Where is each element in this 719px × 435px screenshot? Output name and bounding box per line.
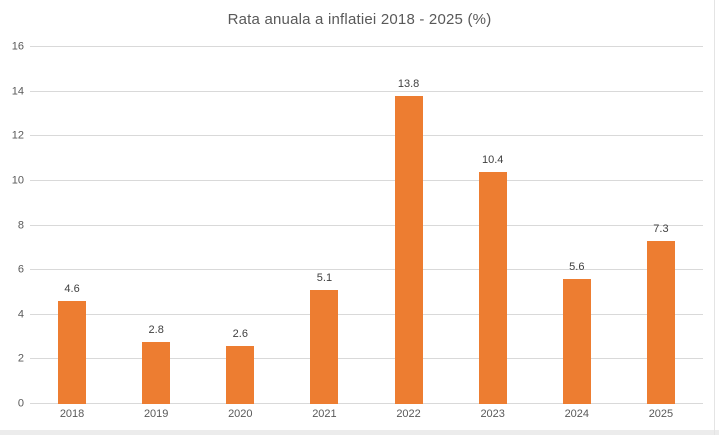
- bar-2024: [562, 279, 591, 404]
- gridline-8: [30, 224, 703, 226]
- bar-2018: [58, 301, 87, 404]
- y-tick-label: 4: [17, 308, 24, 321]
- gridline-6: [30, 269, 703, 271]
- x-axis-label-2018: 2018: [59, 408, 85, 420]
- bottom-edge-strip: [0, 430, 719, 435]
- y-tick-label: 6: [17, 263, 24, 276]
- bar-slot-2021: 5.1: [282, 47, 366, 404]
- bar-slot-2025: 7.3: [619, 47, 703, 404]
- bar-value-label: 7.3: [653, 223, 669, 236]
- bar-2025: [646, 241, 675, 404]
- chart-title: Rata anuala a inflatiei 2018 - 2025 (%): [227, 11, 492, 28]
- bar-slot-2024: 5.6: [535, 47, 619, 404]
- bar-2023: [478, 171, 507, 404]
- right-edge-line: [714, 0, 715, 435]
- plot-area: 0 2 4 6 8 10 12 14 16 4.6 2.8 2.6 5.1 13.8 10.4 5.6 7.3: [12, 41, 703, 409]
- bar-value-label: 2.6: [232, 328, 248, 340]
- bar-slot-2022: 13.8: [367, 47, 451, 404]
- x-axis-label-2019: 2019: [143, 408, 169, 420]
- x-axis-label-2021: 2021: [312, 408, 337, 420]
- x-axis-label-2025: 2025: [648, 408, 674, 420]
- gridline-14: [30, 90, 703, 92]
- gridline-0: [30, 403, 703, 404]
- gridline-2: [30, 358, 703, 360]
- bar-2020: [226, 346, 255, 404]
- bar-slot-2019: 2.8: [114, 47, 198, 404]
- bar-value-label: 13.8: [397, 78, 420, 91]
- gridline-16: [30, 46, 703, 47]
- x-axis-label-2020: 2020: [228, 408, 253, 420]
- y-tick-label: 10: [11, 174, 24, 187]
- x-axis-label-2024: 2024: [564, 408, 590, 420]
- bar-slot-2018: 4.6: [30, 47, 114, 404]
- bar-slot-2023: 10.4: [451, 47, 535, 404]
- x-axis-labels: 2018 2019 2020 2021 2022 2023 2024 2025: [30, 409, 703, 423]
- bar-value-label: 5.6: [569, 261, 585, 274]
- gridline-10: [30, 179, 703, 181]
- bar-value-label: 10.4: [481, 153, 504, 166]
- y-tick-label: 12: [11, 129, 24, 142]
- gridline-12: [30, 135, 703, 137]
- y-tick-label: 16: [11, 40, 24, 53]
- bar-2019: [142, 341, 171, 404]
- x-axis-label-2022: 2022: [396, 408, 421, 420]
- y-tick-label: 8: [17, 219, 24, 231]
- y-tick-label: 14: [11, 85, 24, 98]
- y-tick-label: 2: [17, 352, 24, 365]
- bar-2022: [394, 96, 423, 404]
- bar-value-label: 2.8: [148, 323, 164, 336]
- gridline-4: [30, 313, 703, 315]
- bar-slot-2020: 2.6: [198, 47, 282, 404]
- y-tick-label: 0: [17, 397, 24, 410]
- x-axis-label-2023: 2023: [480, 408, 505, 420]
- bar-value-label: 4.6: [64, 283, 80, 296]
- bar-2021: [310, 290, 339, 404]
- bar-value-label: 5.1: [316, 272, 333, 285]
